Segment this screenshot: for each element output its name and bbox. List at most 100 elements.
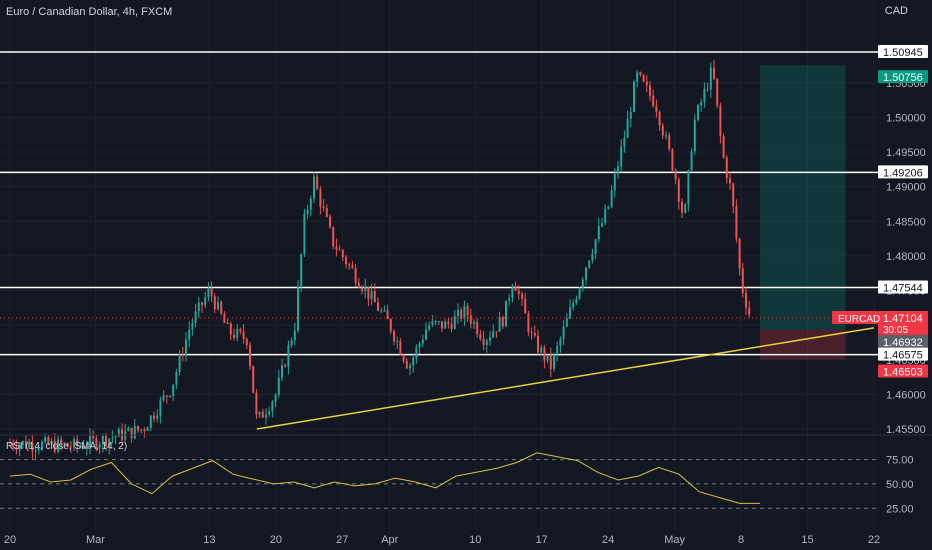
candle-body	[201, 302, 203, 305]
price-tag-entry: 1.46932	[883, 337, 923, 349]
candle-body	[476, 321, 479, 335]
candle-body	[489, 337, 491, 341]
candle-body	[245, 338, 248, 346]
candle-body	[281, 365, 283, 378]
candle-body	[338, 249, 341, 251]
candle-body	[706, 88, 709, 90]
time-axis-label: 22	[868, 534, 880, 546]
candle-body	[309, 198, 312, 210]
candle-body	[287, 345, 290, 367]
candle-body	[325, 207, 328, 217]
candle-body	[546, 354, 549, 361]
candle-body	[114, 436, 117, 438]
candle-body	[517, 290, 520, 295]
candle-body	[677, 179, 680, 202]
candle-body	[652, 95, 655, 107]
candle-body	[367, 286, 370, 300]
candle-body	[415, 347, 418, 358]
candle-body	[642, 74, 645, 82]
candle-body	[239, 329, 242, 332]
candle-body	[133, 426, 136, 439]
candle-body	[377, 302, 379, 311]
candle-body	[191, 322, 194, 330]
candle-body	[313, 176, 315, 199]
candle-body	[153, 415, 155, 419]
candle-body	[297, 286, 299, 331]
candle-body	[479, 334, 482, 339]
price-tag-level: 1.49206	[883, 167, 923, 179]
candle-body	[633, 81, 635, 112]
candle-body	[450, 323, 453, 329]
candle-body	[658, 111, 661, 126]
candle-body	[50, 440, 53, 445]
candle-body	[725, 157, 728, 179]
candle-body	[565, 318, 568, 327]
candle-body	[252, 365, 255, 393]
candle-body	[511, 286, 514, 299]
grid	[0, 0, 878, 530]
candle-body	[85, 447, 88, 449]
time-axis-label: 15	[801, 534, 813, 546]
candle-body	[335, 246, 338, 250]
candle-body	[671, 149, 674, 171]
candle-body	[105, 435, 107, 447]
candle-body	[578, 287, 581, 299]
horizontal-levels[interactable]	[0, 51, 878, 356]
candle-body	[111, 437, 114, 439]
symbol-legend[interactable]: Euro / Canadian Dollar, 4h, FXCM	[6, 6, 173, 18]
candle-body	[28, 442, 31, 448]
candle-body	[431, 320, 434, 326]
candle-body	[332, 226, 335, 247]
time-axis-label: Apr	[381, 534, 398, 546]
candle-body	[444, 321, 447, 329]
candle-body	[217, 301, 219, 310]
price-tag-level: 1.46575	[883, 350, 923, 362]
trendline[interactable]	[256, 327, 875, 430]
candle-body	[210, 288, 213, 297]
candle-body	[620, 146, 623, 167]
candle-body	[607, 206, 610, 209]
candle-body	[73, 439, 75, 448]
candle-body	[290, 340, 293, 346]
time-axis[interactable]: 20 Mar 13 20 27 Apr 10 17 24 May 8 15 22	[4, 534, 880, 546]
candle-body	[437, 321, 440, 323]
price-tick-label: 1.49500	[886, 147, 926, 159]
candle-body	[156, 415, 159, 419]
rsi-legend[interactable]: RSI (14, close, SMA, 14, 2)	[6, 441, 128, 452]
candle-body	[197, 302, 200, 312]
candle-body	[402, 354, 405, 361]
candle-body	[562, 326, 565, 339]
candle-body	[169, 395, 171, 397]
candle-body	[149, 415, 152, 428]
price-tag-price: 1.47104	[883, 313, 923, 325]
candle-body	[469, 315, 472, 324]
candle-body	[69, 446, 72, 448]
price-tag-bg	[878, 310, 928, 324]
candle-body	[261, 411, 264, 418]
candle-body	[418, 343, 421, 348]
candle-body	[351, 264, 354, 269]
candle-body	[466, 306, 469, 316]
candle-body	[569, 307, 571, 319]
candle-body	[581, 279, 584, 288]
candle-body	[117, 429, 120, 437]
candle-body	[639, 72, 642, 75]
candle-body	[130, 427, 133, 439]
candle-body	[508, 298, 511, 301]
candle-body	[453, 316, 456, 329]
candle-body	[741, 268, 744, 294]
price-tag-bg	[878, 280, 928, 294]
candle-body	[121, 429, 123, 440]
candle-body	[293, 330, 296, 341]
time-axis-label: 17	[536, 534, 548, 546]
candle-body	[674, 170, 677, 180]
candle-body	[575, 298, 578, 303]
candle-body	[613, 173, 616, 191]
price-tag-bg	[878, 347, 928, 361]
time-axis-label: 10	[469, 534, 481, 546]
candle-body	[271, 401, 274, 412]
price-tick-label: 1.46000	[886, 389, 926, 401]
countdown-label: 30:05	[883, 325, 908, 336]
rsi-tick-label: 50.00	[886, 479, 914, 491]
